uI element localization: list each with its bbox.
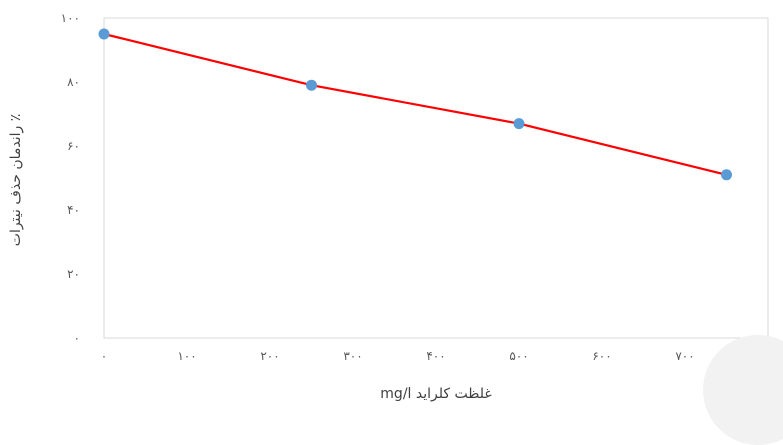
x-axis-title: mg/l غلظت کلراید	[380, 386, 491, 402]
x-tick-label: ۲۰۰	[260, 349, 279, 363]
y-tick-label: ۲۰	[67, 267, 80, 281]
x-tick-label: ۳۰۰	[343, 349, 362, 363]
y-tick-label: ۰	[74, 331, 80, 345]
data-point	[98, 28, 110, 40]
x-tick-label: ۴۰۰	[426, 349, 445, 363]
y-axis-title: راندمان حذف نیترات ٪	[8, 114, 24, 246]
x-tick-label: ۱۰۰	[177, 349, 196, 363]
y-tick-label: ۸۰	[67, 75, 80, 89]
series-layer	[98, 28, 732, 181]
data-point	[513, 118, 525, 130]
y-axis-ticks: ۰ ۲۰ ۴۰ ۶۰ ۸۰ ۱۰۰	[61, 11, 80, 345]
series-line	[103, 32, 727, 176]
chart: ۰ ۲۰ ۴۰ ۶۰ ۸۰ ۱۰۰ ۰ ۱۰۰ ۲۰۰ ۳۰۰ ۴۰۰ ۵۰۰ ۶۰۰ ۷۰۰ ۸۰ ۰ m…	[8, 11, 778, 402]
x-tick-label: ۰	[101, 349, 107, 363]
plot-area	[103, 17, 769, 339]
y-tick-label: ۶۰	[67, 139, 80, 153]
data-point	[721, 169, 732, 181]
x-tick-label: ۶۰۰	[592, 349, 611, 363]
x-axis-ticks: ۰۱۰۰۲۰۰۳۰۰۴۰۰۵۰۰۶۰۰۷۰۰۸۰۰	[101, 349, 778, 363]
x-tick-label: ۷۰۰	[675, 349, 694, 363]
y-tick-label: ۱۰۰	[61, 11, 80, 25]
data-point	[306, 79, 317, 91]
x-tick-label: ۵۰۰	[509, 349, 528, 363]
y-tick-label: ۴۰	[67, 203, 80, 217]
